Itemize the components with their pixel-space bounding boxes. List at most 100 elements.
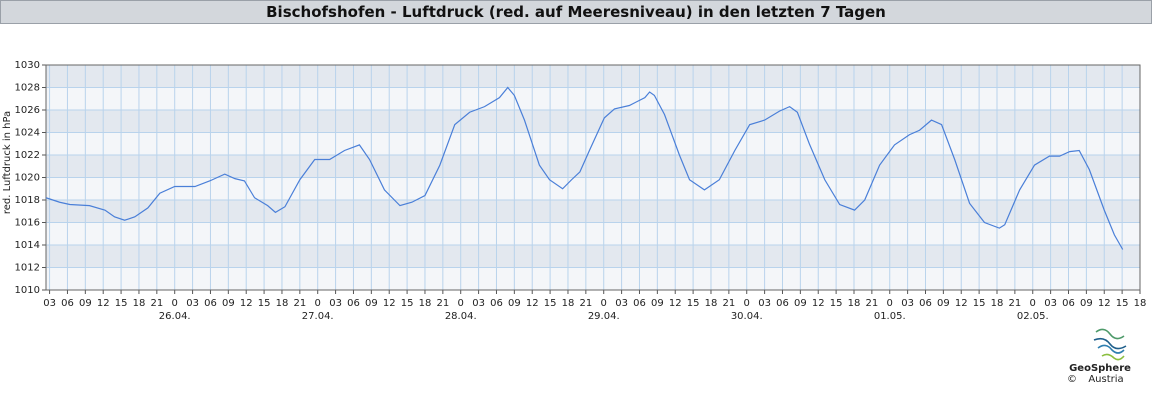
y-tick-label: 1020 xyxy=(15,173,40,184)
x-tick-label: 21 xyxy=(150,298,163,309)
day-label: 28.04. xyxy=(445,311,477,322)
x-tick-label: 15 xyxy=(544,298,557,309)
x-tick-label: 12 xyxy=(812,298,825,309)
plot-border xyxy=(45,64,1141,291)
x-tick-label: 03 xyxy=(186,298,199,309)
x-tick-label: 15 xyxy=(1116,298,1129,309)
y-tick-label: 1012 xyxy=(15,263,40,274)
x-tick-label: 03 xyxy=(1044,298,1057,309)
y-tick-label: 1028 xyxy=(15,83,40,94)
x-tick-label: 03 xyxy=(615,298,628,309)
x-tick-label: 0 xyxy=(744,298,750,309)
grid-band xyxy=(46,155,1140,178)
x-tick-label: 12 xyxy=(1098,298,1111,309)
x-tick-label: 0 xyxy=(172,298,178,309)
x-tick-label: 03 xyxy=(472,298,485,309)
x-tick-label: 18 xyxy=(991,298,1004,309)
x-tick-label: 15 xyxy=(973,298,986,309)
y-tick-label: 1026 xyxy=(15,105,40,116)
x-tick-label: 18 xyxy=(1134,298,1147,309)
x-tick-label: 0 xyxy=(887,298,893,309)
x-tick-label: 18 xyxy=(133,298,146,309)
x-tick-label: 0 xyxy=(315,298,321,309)
x-tick-label: 12 xyxy=(240,298,253,309)
x-tick-label: 06 xyxy=(919,298,932,309)
x-tick-label: 09 xyxy=(651,298,664,309)
x-tick-label: 15 xyxy=(115,298,128,309)
x-tick-label: 12 xyxy=(97,298,110,309)
x-tick-label: 06 xyxy=(1062,298,1075,309)
x-tick-label: 21 xyxy=(293,298,306,309)
x-tick-label: 09 xyxy=(937,298,950,309)
chart-title: Bischofshofen - Luftdruck (red. auf Meer… xyxy=(0,0,1152,24)
y-tick-label: 1010 xyxy=(15,285,40,296)
day-label: 27.04. xyxy=(302,311,334,322)
grid-band xyxy=(46,222,1140,245)
grid-band xyxy=(46,267,1140,290)
x-tick-label: 15 xyxy=(258,298,271,309)
logo-country: Austria xyxy=(1088,374,1123,385)
y-tick-label: 1014 xyxy=(15,240,40,251)
day-label: 26.04. xyxy=(159,311,191,322)
x-tick-label: 0 xyxy=(458,298,464,309)
data-line xyxy=(45,86,1124,250)
day-label: 30.04. xyxy=(731,311,763,322)
day-label: 29.04. xyxy=(588,311,620,322)
x-tick-label: 18 xyxy=(848,298,861,309)
x-tick-label: 09 xyxy=(79,298,92,309)
x-tick-label: 15 xyxy=(687,298,700,309)
logo-stroke xyxy=(1093,337,1127,350)
x-tick-label: 12 xyxy=(526,298,539,309)
x-tick-label: 21 xyxy=(722,298,735,309)
x-tick-label: 12 xyxy=(669,298,682,309)
x-tick-label: 18 xyxy=(419,298,432,309)
x-tick-label: 06 xyxy=(347,298,360,309)
x-tick-label: 18 xyxy=(705,298,718,309)
copyright: © xyxy=(1067,374,1077,385)
y-tick-label: 1022 xyxy=(15,150,40,161)
x-tick-label: 03 xyxy=(329,298,342,309)
logo-stroke xyxy=(1097,344,1125,354)
day-label: 02.05. xyxy=(1017,311,1049,322)
x-tick-label: 0 xyxy=(1030,298,1036,309)
day-label: 01.05. xyxy=(874,311,906,322)
logo-name: GeoSphere xyxy=(1069,363,1131,374)
x-tick-label: 12 xyxy=(955,298,968,309)
grid-band xyxy=(46,245,1140,268)
grid-band xyxy=(46,65,1140,88)
x-tick-label: 18 xyxy=(276,298,289,309)
logo-stroke xyxy=(1095,328,1125,340)
x-tick-label: 21 xyxy=(865,298,878,309)
x-tick-label: 21 xyxy=(579,298,592,309)
x-tick-label: 0 xyxy=(601,298,607,309)
y-tick-label: 1016 xyxy=(15,218,40,229)
x-tick-label: 15 xyxy=(830,298,843,309)
logo-stroke xyxy=(1101,353,1125,361)
y-tick-label: 1018 xyxy=(15,195,40,206)
y-axis-label: red. Luftdruck in hPa xyxy=(2,111,13,214)
x-tick-label: 03 xyxy=(43,298,56,309)
x-tick-label: 06 xyxy=(633,298,646,309)
grid-band xyxy=(46,200,1140,223)
x-tick-label: 12 xyxy=(383,298,396,309)
x-tick-label: 06 xyxy=(490,298,503,309)
x-tick-label: 09 xyxy=(1080,298,1093,309)
x-tick-label: 06 xyxy=(776,298,789,309)
x-tick-label: 18 xyxy=(562,298,575,309)
y-tick-label: 1024 xyxy=(15,128,40,139)
x-tick-label: 03 xyxy=(758,298,771,309)
x-tick-label: 06 xyxy=(61,298,74,309)
x-tick-label: 15 xyxy=(401,298,414,309)
y-tick-label: 1030 xyxy=(15,60,40,71)
logo-icon xyxy=(1093,328,1127,361)
x-tick-label: 06 xyxy=(204,298,217,309)
grid-band xyxy=(46,110,1140,133)
x-tick-label: 09 xyxy=(794,298,807,309)
x-tick-label: 21 xyxy=(436,298,449,309)
x-tick-label: 09 xyxy=(365,298,378,309)
x-tick-label: 09 xyxy=(508,298,521,309)
grid-band xyxy=(46,87,1140,110)
x-tick-label: 03 xyxy=(901,298,914,309)
